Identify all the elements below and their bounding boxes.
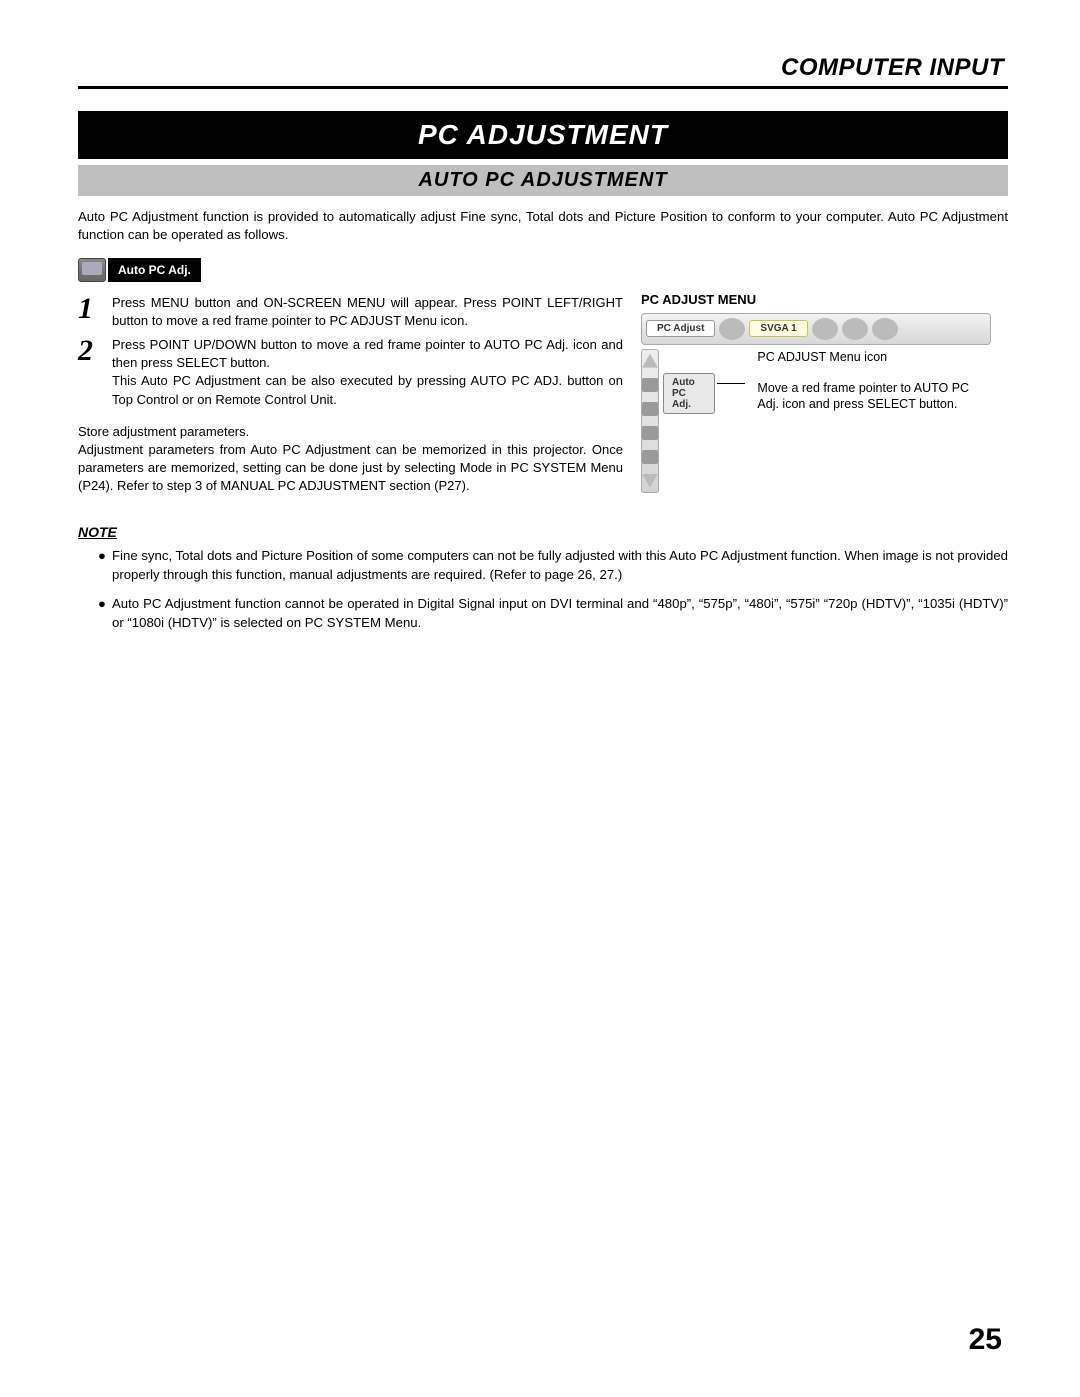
leader-line — [717, 383, 745, 384]
step-number: 2 — [78, 336, 112, 409]
bullet-icon: ● — [98, 594, 112, 632]
menu-screenshot: PC Adjust SVGA 1 — [641, 313, 991, 493]
menu-item-icon — [642, 402, 658, 416]
bullet-icon: ● — [98, 546, 112, 584]
arrow-down-icon — [642, 474, 658, 488]
menu-icon — [812, 318, 838, 340]
menu-item-icon — [642, 426, 658, 440]
note-text: Fine sync, Total dots and Picture Positi… — [112, 546, 1008, 584]
instructions-column: 1 Press MENU button and ON-SCREEN MENU w… — [78, 288, 623, 496]
menu-heading: PC ADJUST MENU — [641, 292, 1008, 307]
menu-item-icon — [642, 450, 658, 464]
arrow-up-icon — [642, 354, 658, 368]
step-body: Press MENU button and ON-SCREEN MENU wil… — [112, 294, 623, 330]
note-item: ● Fine sync, Total dots and Picture Posi… — [98, 546, 1008, 584]
menu-side-strip — [641, 349, 659, 493]
note-item: ● Auto PC Adjustment function cannot be … — [98, 594, 1008, 632]
subtitle-bar: AUTO PC ADJUSTMENT — [78, 165, 1008, 196]
menu-title-chip: PC Adjust — [646, 320, 715, 337]
header-rule — [78, 86, 1008, 89]
feature-badge: Auto PC Adj. — [78, 258, 1008, 282]
mode-chip: SVGA 1 — [749, 320, 807, 337]
step-1: 1 Press MENU button and ON-SCREEN MENU w… — [78, 294, 623, 330]
callout-menu-icon: PC ADJUST Menu icon — [757, 349, 991, 366]
page-number: 25 — [969, 1323, 1002, 1357]
title-bar: PC ADJUSTMENT — [78, 111, 1008, 159]
step-body: Press POINT UP/DOWN button to move a red… — [112, 336, 623, 409]
callout-instruction: Move a red frame pointer to AUTO PC Adj.… — [757, 380, 991, 414]
note-text: Auto PC Adjustment function cannot be op… — [112, 594, 1008, 632]
step-number: 1 — [78, 294, 112, 330]
menu-icon — [719, 318, 745, 340]
step-2: 2 Press POINT UP/DOWN button to move a r… — [78, 336, 623, 409]
store-paragraph: Store adjustment parameters. Adjustment … — [78, 423, 623, 496]
feature-badge-label: Auto PC Adj. — [108, 258, 201, 282]
monitor-icon — [78, 258, 106, 282]
figure-column: PC ADJUST MENU PC Adjust SVGA 1 — [623, 288, 1008, 496]
intro-paragraph: Auto PC Adjustment function is provided … — [78, 208, 1008, 244]
auto-pc-adj-chip: Auto PC Adj. — [663, 373, 715, 414]
section-header: COMPUTER INPUT — [78, 54, 1008, 82]
menu-item-icon — [642, 378, 658, 392]
menu-icon — [842, 318, 868, 340]
menu-top-bar: PC Adjust SVGA 1 — [641, 313, 991, 345]
note-heading: NOTE — [78, 524, 1008, 540]
note-list: ● Fine sync, Total dots and Picture Posi… — [78, 546, 1008, 633]
menu-icon — [872, 318, 898, 340]
